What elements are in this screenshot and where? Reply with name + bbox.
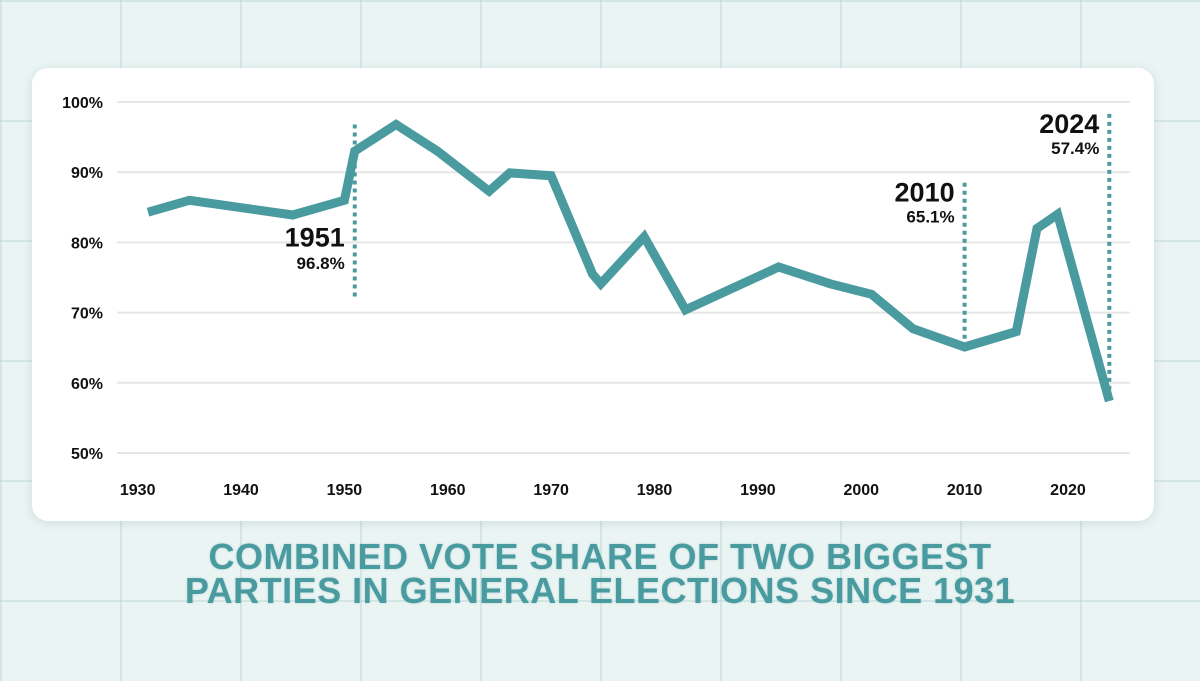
y-tick-label: 80% <box>71 235 103 252</box>
y-tick-label: 50% <box>71 446 103 463</box>
line-chart: 100% 90% 80% 70% 60% 50% 1930 1940 1950 1960 1970… <box>62 95 1130 499</box>
x-tick-label: 1970 <box>533 482 569 499</box>
x-tick-label: 2010 <box>947 482 983 499</box>
annotation-year-1951: 1951 <box>285 223 345 253</box>
x-tick-label: 2000 <box>843 482 879 499</box>
chart-title-line-1: COMBINED VOTE SHARE OF TWO BIGGEST <box>208 536 992 577</box>
y-tick-label: 60% <box>71 376 103 393</box>
annotation-value-1951: 96.8% <box>297 254 345 273</box>
vote-share-series <box>146 119 1114 403</box>
x-tick-label: 1940 <box>223 482 259 499</box>
gridlines <box>117 101 1130 454</box>
y-tick-label: 70% <box>71 306 103 323</box>
annotation-value-2010: 65.1% <box>906 208 954 227</box>
annotation-markers <box>352 113 1112 402</box>
y-tick-label: 100% <box>62 95 103 112</box>
x-tick-label: 1980 <box>637 482 673 499</box>
y-tick-label: 90% <box>71 165 103 182</box>
y-axis-ticks: 100% 90% 80% 70% 60% 50% <box>62 95 103 463</box>
annotation-value-2024: 57.4% <box>1051 139 1099 158</box>
series-line <box>146 119 1114 403</box>
x-tick-label: 2020 <box>1050 482 1086 499</box>
chart-card: 100% 90% 80% 70% 60% 50% 1930 1940 1950 1960 1970… <box>32 68 1154 521</box>
x-tick-label: 1950 <box>327 482 363 499</box>
x-tick-label: 1930 <box>120 482 156 499</box>
chart-title: COMBINED VOTE SHARE OF TWO BIGGEST PARTI… <box>0 536 1200 611</box>
annotation-year-2010: 2010 <box>895 178 955 208</box>
x-tick-label: 1960 <box>430 482 466 499</box>
x-tick-label: 1990 <box>740 482 776 499</box>
chart-title-line-2: PARTIES IN GENERAL ELECTIONS SINCE 1931 <box>184 570 1016 611</box>
annotation-year-2024: 2024 <box>1039 109 1099 139</box>
x-axis-ticks: 1930 1940 1950 1960 1970 1980 1990 2000 2010 2020 <box>120 482 1086 499</box>
